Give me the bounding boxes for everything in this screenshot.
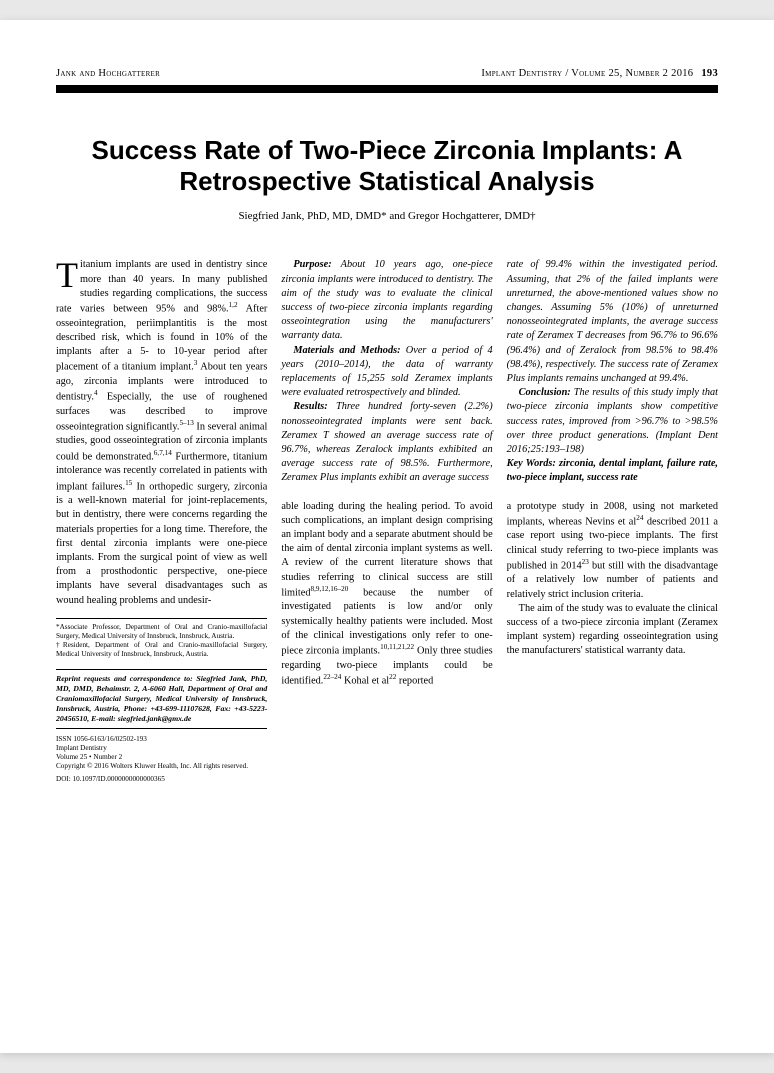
intro-paragraph: Titanium implants are used in dentistry … xyxy=(56,258,267,607)
abstract-purpose: Purpose: About 10 years ago, one-piece z… xyxy=(281,258,492,343)
abstract-results: Results: Three hundred forty-seven (2.2%… xyxy=(281,400,492,485)
header-journal-info: Implant Dentistry / Volume 25, Number 2 … xyxy=(481,68,718,79)
body-col3: a prototype study in 2008, using not mar… xyxy=(507,500,718,602)
author-line: Siegfried Jank, PhD, MD, DMD* and Gregor… xyxy=(56,210,718,222)
reprint-correspondence: Reprint requests and correspondence to: … xyxy=(56,669,267,730)
abstract-methods: Materials and Methods: Over a period of … xyxy=(281,344,492,401)
column-1-intro: Titanium implants are used in dentistry … xyxy=(56,258,267,784)
issn-copyright: ISSN 1056-6163/16/02502-193 Implant Dent… xyxy=(56,735,267,784)
running-header: Jank and Hochgatterer Implant Dentistry … xyxy=(56,68,718,79)
abstract-conclusion: Conclusion: The results of this study im… xyxy=(507,386,718,457)
abstract-results-cont: rate of 99.4% within the investigated pe… xyxy=(507,258,718,386)
drop-cap: T xyxy=(56,258,80,291)
journal-page: Jank and Hochgatterer Implant Dentistry … xyxy=(0,20,774,1053)
body-col2: able loading during the healing period. … xyxy=(281,500,492,689)
header-authors: Jank and Hochgatterer xyxy=(56,68,160,79)
body-aim: The aim of the study was to evaluate the… xyxy=(507,602,718,659)
article-title: Success Rate of Two-Piece Zirconia Impla… xyxy=(56,135,718,196)
header-rule xyxy=(56,85,718,93)
affiliations: *Associate Professor, Department of Oral… xyxy=(56,618,267,659)
abstract-keywords: Key Words: zirconia, dental implant, fai… xyxy=(507,457,718,485)
upper-columns: Titanium implants are used in dentistry … xyxy=(56,258,718,784)
column-2-abstract: Purpose: About 10 years ago, one-piece z… xyxy=(281,258,492,784)
column-3-abstract: rate of 99.4% within the investigated pe… xyxy=(507,258,718,784)
